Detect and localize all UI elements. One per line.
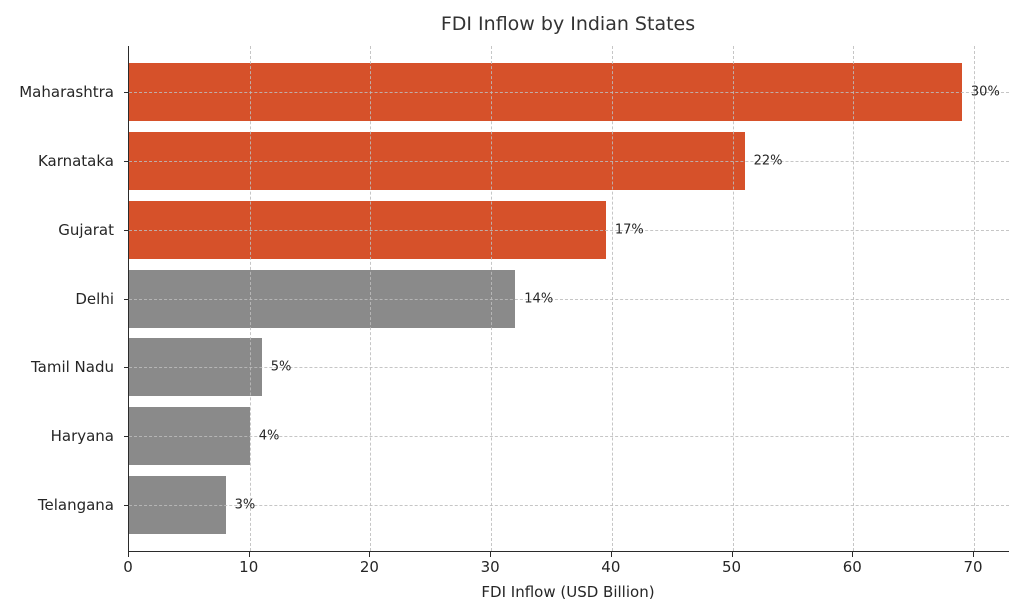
bar-value-label: 17% xyxy=(614,222,644,238)
bar-value-label: 14% xyxy=(524,291,554,306)
y-tick-label-maharashtra: Maharashtra xyxy=(19,83,114,102)
y-tick-label-telangana: Telangana xyxy=(37,495,114,514)
bar-value-label: 3% xyxy=(234,497,256,513)
bar-value-label: 5% xyxy=(270,359,292,375)
x-tick-label: 20 xyxy=(359,558,379,576)
x-tick-mark xyxy=(852,552,854,557)
x-tick-mark xyxy=(369,552,371,557)
x-tick-mark xyxy=(490,552,492,557)
y-gridline xyxy=(129,367,1009,369)
bar-value-label: 22% xyxy=(753,153,783,169)
bar-value-label: 30% xyxy=(970,84,1000,100)
y-tick-label-gujarat: Gujarat xyxy=(58,220,114,239)
y-gridline xyxy=(129,504,1009,506)
x-tick-mark xyxy=(610,552,612,557)
y-tick-mark xyxy=(124,298,128,300)
x-tick-mark xyxy=(972,552,974,557)
x-tick-label: 50 xyxy=(722,558,742,576)
y-tick-mark xyxy=(124,229,128,231)
y-tick-mark xyxy=(124,435,128,437)
y-tick-mark xyxy=(124,161,128,163)
x-tick-label: 70 xyxy=(963,558,983,576)
y-tick-mark xyxy=(124,367,128,369)
y-tick-mark xyxy=(124,92,128,94)
y-gridline xyxy=(129,161,1009,163)
x-tick-mark xyxy=(128,552,129,557)
x-tick-mark xyxy=(731,552,733,557)
y-tick-label-karnataka: Karnataka xyxy=(37,152,114,171)
x-tick-label: 30 xyxy=(480,558,500,576)
x-tick-label: 60 xyxy=(842,558,862,576)
y-gridline xyxy=(129,92,1009,94)
y-tick-label-tamil-nadu: Tamil Nadu xyxy=(30,358,114,377)
plot-area: 30% 22% 17% 14% 5% 4% 3% xyxy=(128,46,1009,552)
x-tick-label: 10 xyxy=(239,558,259,576)
x-tick-label: 40 xyxy=(601,558,621,576)
y-gridline xyxy=(129,298,1009,300)
bar-value-label: 4% xyxy=(258,428,280,444)
x-tick-label: 0 xyxy=(123,558,133,576)
y-gridline xyxy=(129,229,1009,231)
y-gridline xyxy=(129,435,1009,437)
y-tick-mark xyxy=(124,504,128,506)
chart-title: FDI Inflow by Indian States xyxy=(440,13,696,35)
x-axis-label: FDI Inflow (USD Billion) xyxy=(481,583,655,601)
y-tick-label-delhi: Delhi xyxy=(75,289,114,308)
y-tick-label-haryana: Haryana xyxy=(50,426,114,445)
x-tick-mark xyxy=(248,552,250,557)
